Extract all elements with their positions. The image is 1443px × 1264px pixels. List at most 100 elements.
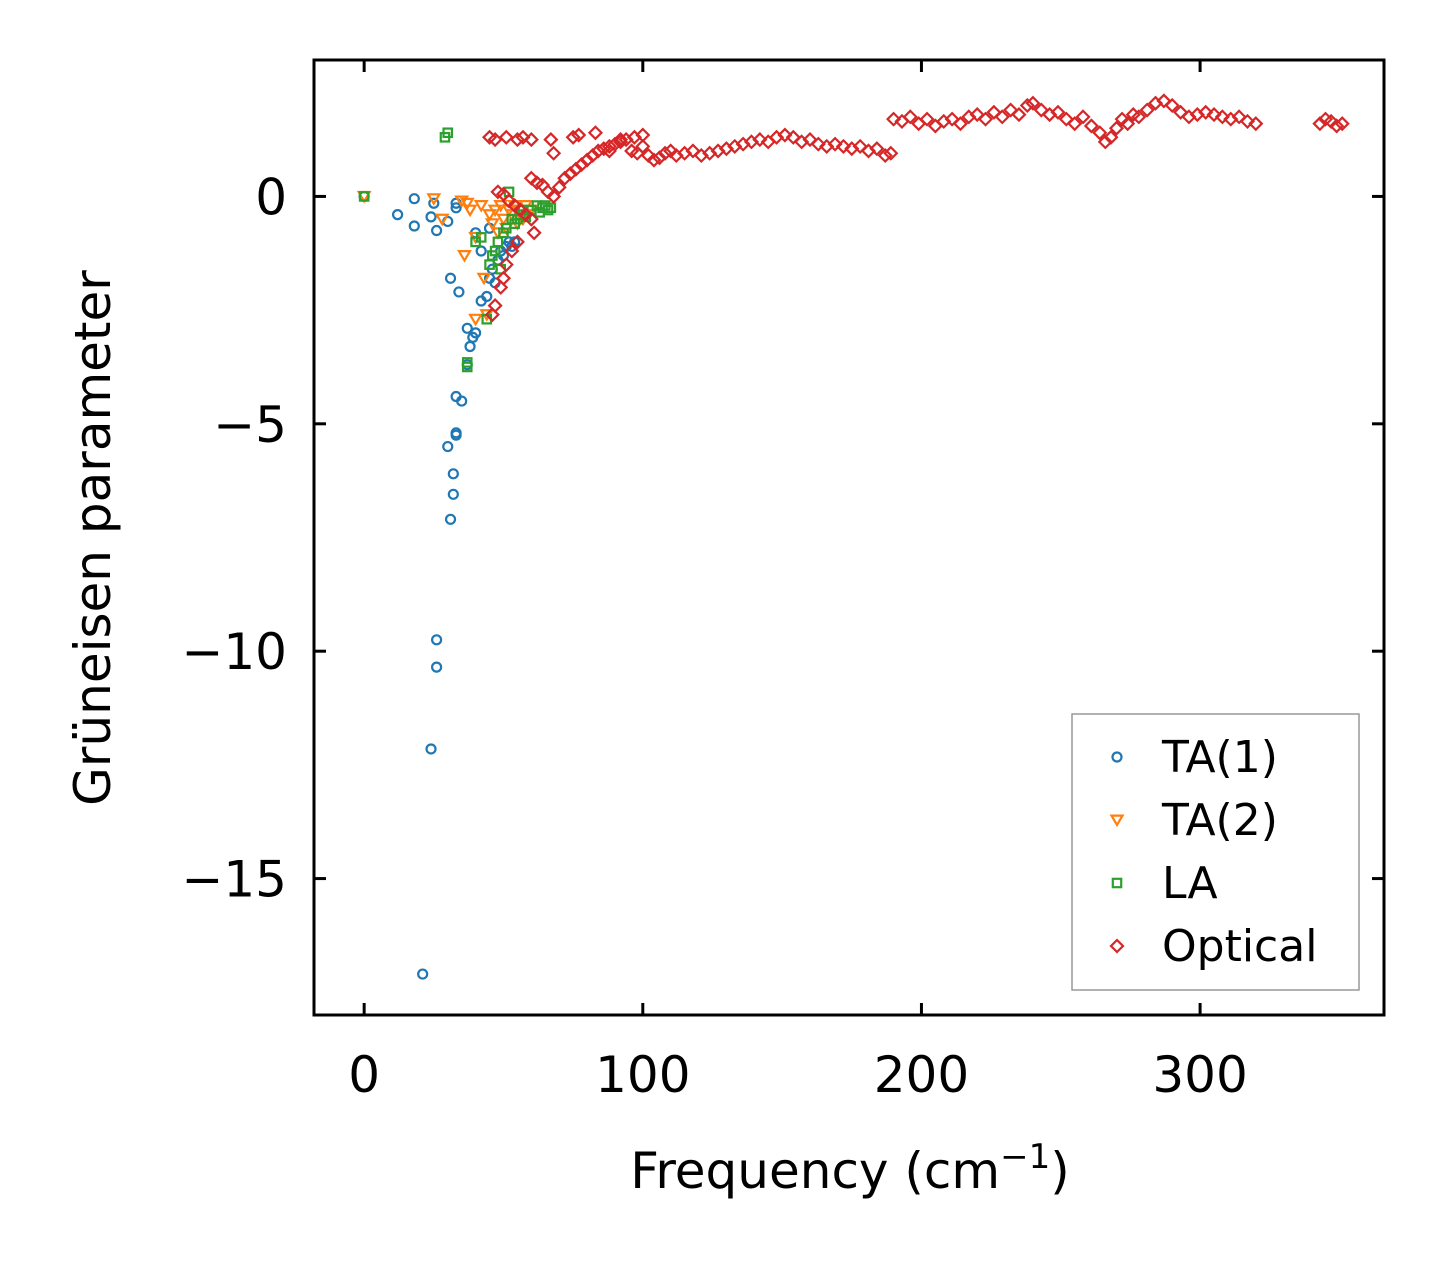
legend-label: Optical [1162,921,1317,972]
data-point [635,138,651,154]
data-point [1097,134,1113,150]
legend-marker [1109,938,1125,954]
data-point [877,147,893,164]
data-point [1050,104,1066,120]
data-point [579,152,595,168]
data-point [651,150,668,166]
data-point [986,104,1002,120]
data-point [685,143,701,159]
data-point [545,202,557,214]
data-point [475,245,487,257]
data-point [969,107,985,123]
data-point [509,132,525,148]
y-axis-title: Grüneisen parameter [64,270,122,806]
data-point [777,127,793,143]
data-point [596,141,612,157]
legend-label: TA(1) [1161,732,1278,783]
data-point [618,132,634,148]
data-point [492,236,504,248]
data-points [356,93,1350,980]
data-point [944,111,960,127]
data-point [408,193,420,205]
series-optical [481,93,1350,323]
data-point [457,250,472,263]
data-point [444,513,457,525]
data-point [542,204,554,216]
data-point [565,129,581,145]
data-point [475,232,487,243]
data-point [481,290,493,303]
data-point [526,225,542,241]
data-point [551,179,567,195]
data-point [523,211,539,227]
data-point [515,129,531,145]
data-point [453,286,465,298]
data-point [1120,116,1136,132]
data-point [493,279,509,295]
data-point [1329,118,1345,134]
data-point [1067,116,1083,132]
data-point [447,468,459,480]
series-la [358,127,557,373]
data-point [1033,102,1049,118]
data-point [523,132,539,148]
data-point [562,166,578,182]
legend-marker [1109,814,1125,828]
data-point [752,132,768,148]
data-point [425,211,437,223]
data-point [883,145,899,161]
data-point [1075,109,1091,125]
data-point [408,220,420,232]
legend: TA(1) TA(2) LA Optical [1071,713,1360,991]
data-point [476,272,492,286]
data-point [428,197,440,209]
x-tick-label: 200 [874,1046,969,1104]
data-point [484,307,500,323]
data-point [431,634,443,646]
data-point [484,218,500,231]
data-point [543,132,559,148]
data-point [447,488,459,500]
plot-frame [312,58,1386,1017]
data-point [568,161,584,177]
data-point [1083,118,1099,134]
data-point [585,147,601,164]
data-point [498,257,514,273]
data-point [1198,104,1214,120]
data-point [646,152,662,168]
legend-label: TA(2) [1161,795,1278,846]
data-point [827,136,843,152]
data-point [1334,116,1350,132]
data-point [902,109,918,125]
data-point [431,661,443,673]
legend-marker [1111,877,1123,889]
data-point [1025,95,1041,111]
data-point [952,116,969,132]
data-point [852,138,868,154]
y-tick-label: 0 [255,168,287,226]
data-point [442,127,454,139]
data-point [994,109,1010,125]
legend-label: LA [1162,858,1218,909]
data-point [1092,125,1108,141]
data-point [1239,113,1256,129]
data-point [573,157,590,173]
data-point [1164,97,1180,114]
series-ta-1- [358,190,521,980]
data-point [1214,109,1230,125]
data-point [426,193,442,206]
y-tick-label: −10 [181,623,287,681]
data-point [434,213,450,227]
data-point [391,209,404,221]
data-point [498,129,514,145]
data-point [490,227,506,240]
data-point [546,145,562,161]
y-tick-label: −5 [213,396,287,454]
data-point [612,134,629,150]
data-point [462,204,478,218]
data-point [1131,109,1147,125]
data-point [835,138,851,154]
data-point [509,234,525,250]
